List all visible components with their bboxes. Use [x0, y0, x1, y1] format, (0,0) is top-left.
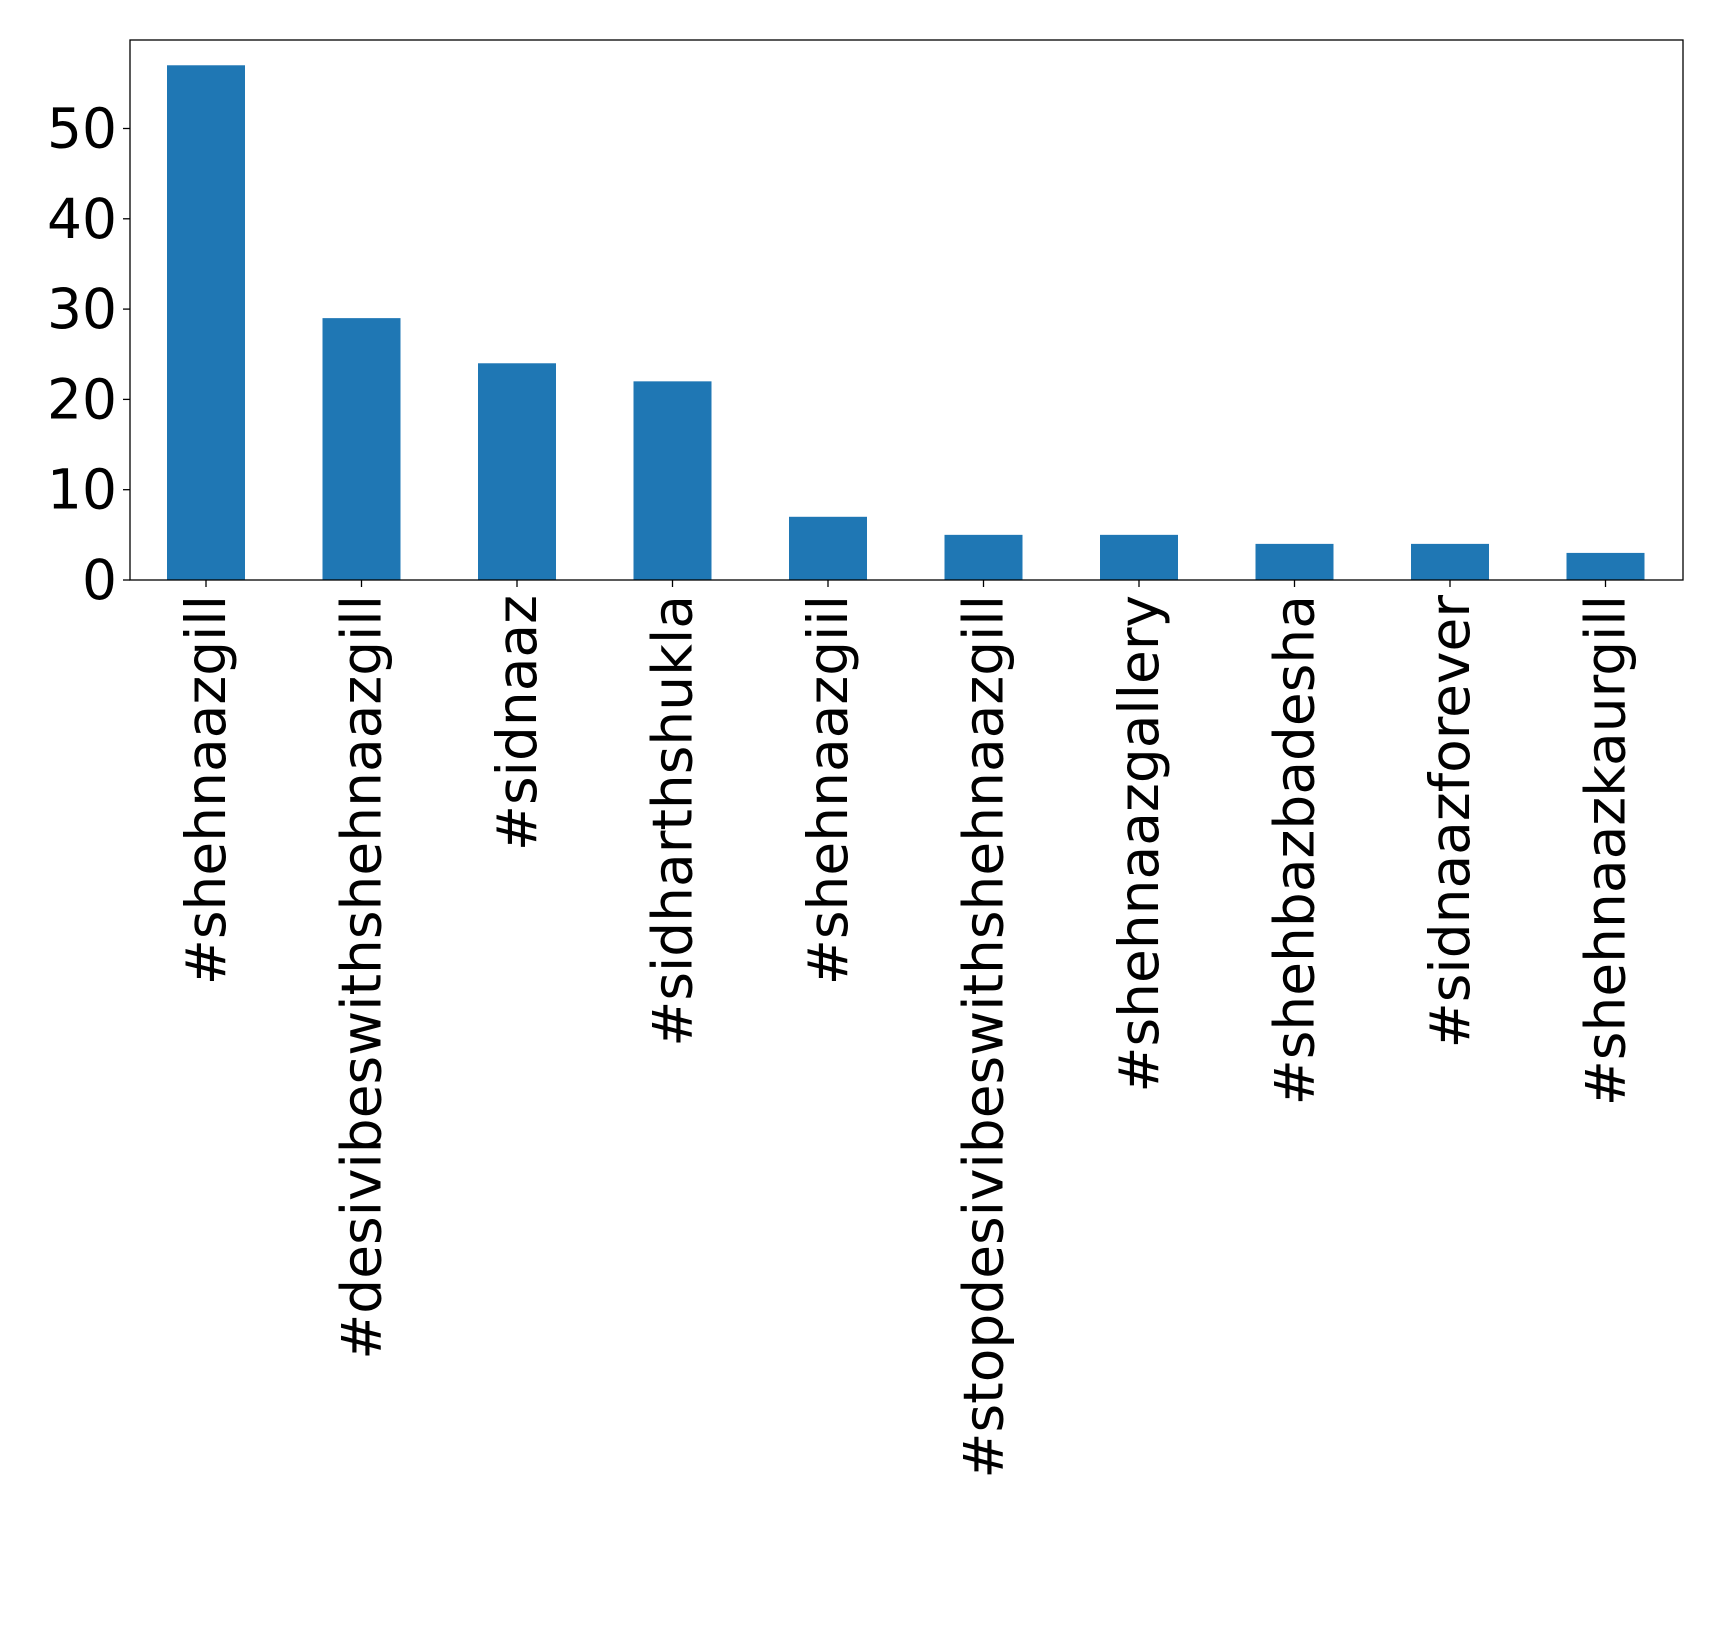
- bars: [167, 65, 1645, 580]
- x-axis: #shehnaazgill #desivibeswithshehnaazgill #…: [174, 580, 1638, 1479]
- y-axis: 0 10 20 30 40 50: [47, 96, 130, 612]
- x-tick-label: #sidnaaz: [485, 595, 549, 851]
- y-tick-label: 10: [47, 458, 117, 522]
- bar-3: [633, 381, 712, 580]
- x-tick-label: #desivibeswithshehnaazgill: [330, 595, 394, 1360]
- bar-8: [1411, 543, 1489, 580]
- y-tick-label: 20: [47, 367, 117, 431]
- y-tick-label: 30: [47, 277, 117, 341]
- x-tick-label: #shehnaazgiil: [796, 595, 860, 985]
- y-tick-label: 0: [82, 548, 117, 612]
- bar-4: [789, 516, 867, 580]
- y-tick-label: 40: [47, 187, 117, 251]
- bar-2: [478, 363, 556, 580]
- x-tick-label: #sidnaazforever: [1418, 595, 1482, 1049]
- bar-1: [322, 318, 401, 580]
- bar-5: [944, 534, 1023, 580]
- x-tick-label: #stopdesivibeswithshehnaazgill: [952, 595, 1016, 1479]
- x-tick-label: #shehnaazgill: [174, 595, 238, 985]
- bar-6: [1100, 534, 1178, 580]
- y-tick-label: 50: [47, 96, 117, 160]
- bar-0: [167, 65, 245, 580]
- x-tick-label: #shehnaazgallery: [1107, 595, 1171, 1093]
- plot-area-frame: [129, 39, 1684, 581]
- bar-7: [1255, 543, 1334, 580]
- x-tick-label: #sidharthshukla: [641, 595, 705, 1047]
- bar-9: [1566, 552, 1645, 580]
- x-tick-label: #shehbazbadesha: [1263, 595, 1327, 1105]
- x-tick-label: #shehnaazkaurgill: [1574, 595, 1638, 1106]
